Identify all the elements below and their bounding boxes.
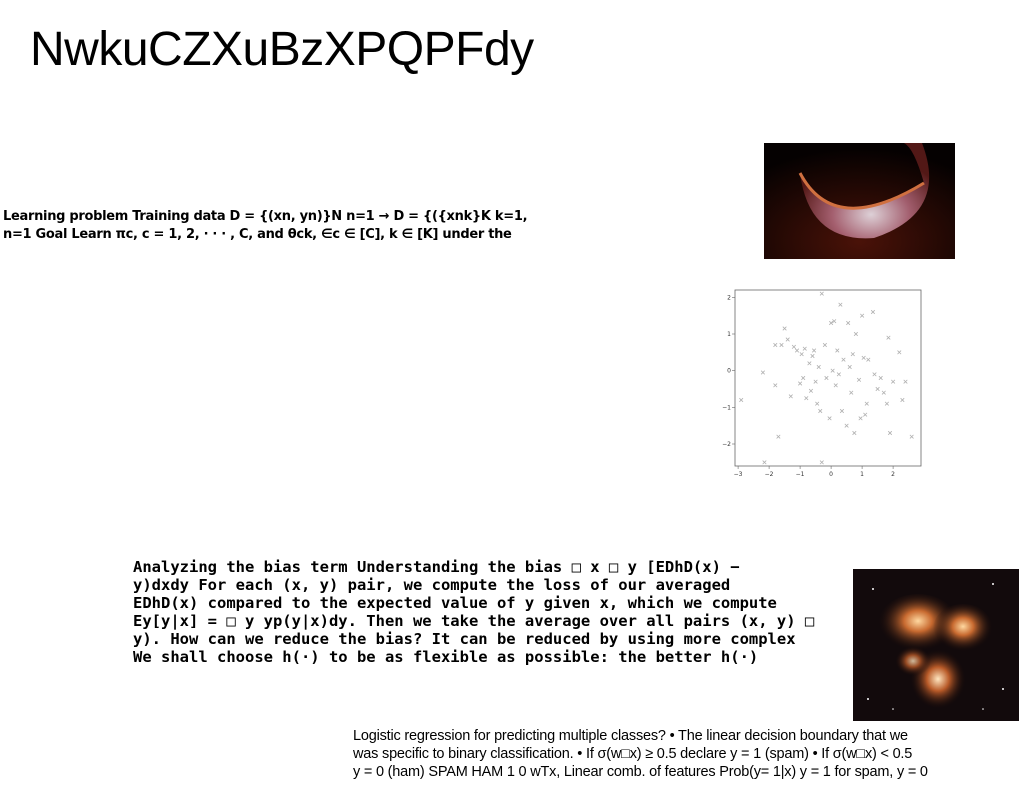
y-tick-label: 1 xyxy=(727,331,731,338)
scatter-point xyxy=(808,388,814,393)
scatter-point xyxy=(762,460,767,465)
scatter-point xyxy=(773,342,778,348)
scatter-point xyxy=(847,364,852,370)
scatter-point xyxy=(844,423,849,428)
text-line: We shall choose h(·) to be as flexible a… xyxy=(133,648,759,666)
x-tick-label: 0 xyxy=(829,471,833,478)
scatter-point xyxy=(856,377,862,382)
scatter-point xyxy=(861,355,866,360)
scatter-point xyxy=(779,342,784,348)
text-line: Learning problem Training data D = {(xn,… xyxy=(3,209,528,224)
text-line: EDhD(x) compared to the expected value o… xyxy=(133,594,777,612)
scatter-point xyxy=(891,379,896,384)
y-tick-label: 0 xyxy=(727,368,731,375)
scatter-chart: −3 −2 −1 0 1 2 2 1 0 −1 −2 xyxy=(722,289,922,478)
text-line: n=1 Goal Learn πc, c = 1, 2, · · · , C, … xyxy=(3,227,512,242)
x-tick-label: −2 xyxy=(765,471,774,478)
scatter-point xyxy=(807,361,812,366)
text-line: y). How can we reduce the bias? It can b… xyxy=(133,630,796,648)
text-line: y = 0 (ham) SPAM HAM 1 0 wTx, Linear com… xyxy=(353,764,928,780)
scatter-point xyxy=(832,319,837,324)
y-tick-label: −1 xyxy=(722,404,731,411)
scatter-point xyxy=(804,396,809,401)
scatter-point xyxy=(819,291,824,296)
text-line: Ey[y|x] = □ y yp(y|x)dy. Then we take th… xyxy=(133,612,815,630)
scatter-point xyxy=(802,346,807,351)
scatter-point xyxy=(818,408,823,414)
planet-photo xyxy=(764,143,955,259)
scatter-point xyxy=(838,302,843,307)
plot-frame xyxy=(734,289,922,467)
scatter-point xyxy=(863,412,868,417)
scatter-point xyxy=(900,397,905,403)
scatter-point xyxy=(782,326,787,331)
scatter-point xyxy=(801,375,806,381)
scatter-point xyxy=(813,379,818,384)
scatter-point xyxy=(815,401,820,406)
nebula-photo xyxy=(853,569,1019,721)
scatter-point xyxy=(773,383,778,388)
scatter-point xyxy=(909,434,914,439)
scatter-point xyxy=(827,416,832,421)
scatter-point xyxy=(852,430,857,436)
scatter-axes: −3 −2 −1 0 1 2 2 1 0 −1 −2 xyxy=(722,289,922,478)
scatter-point xyxy=(810,353,815,359)
y-tick-label: 2 xyxy=(727,294,731,301)
scatter-point xyxy=(858,416,863,421)
x-tick-label: 2 xyxy=(891,471,895,478)
scatter-point xyxy=(887,430,893,436)
text-line: Analyzing the bias term Understanding th… xyxy=(133,558,740,576)
text-line: y)dxdy For each (x, y) pair, we compute … xyxy=(133,576,731,594)
scatter-points xyxy=(739,291,914,465)
scatter-point xyxy=(850,352,855,357)
scatter-point xyxy=(739,397,744,403)
scatter-point xyxy=(864,401,869,406)
scatter-point xyxy=(839,408,845,414)
scatter-point xyxy=(846,320,851,326)
logistic-regression-text: Logistic regression for predicting multi… xyxy=(353,727,1013,781)
scatter-point xyxy=(835,348,840,353)
scatter-point xyxy=(881,390,886,395)
scatter-point xyxy=(884,401,889,406)
scatter-point xyxy=(886,335,891,340)
scatter-point xyxy=(760,370,765,375)
scatter-point xyxy=(816,364,821,370)
scatter-point xyxy=(824,375,829,381)
scatter-point xyxy=(830,368,835,373)
scatter-point xyxy=(829,320,834,326)
scatter-point xyxy=(866,357,871,362)
scatter-point xyxy=(799,352,804,357)
text-line: was specific to binary classification. •… xyxy=(353,746,913,762)
learning-problem-text: Learning problem Training data D = {(xn,… xyxy=(3,208,583,244)
x-tick-label: 1 xyxy=(860,471,864,478)
scatter-point xyxy=(836,372,841,377)
scatter-point xyxy=(872,372,877,377)
scatter-point xyxy=(794,348,800,353)
scatter-point xyxy=(811,348,817,353)
scatter-point xyxy=(785,337,790,342)
x-tick-label: −3 xyxy=(734,471,743,478)
scatter-point xyxy=(798,381,803,386)
y-tick-label: −2 xyxy=(722,441,731,448)
x-tick-label: −1 xyxy=(796,471,805,478)
scatter-point xyxy=(849,390,854,395)
scatter-point xyxy=(870,309,876,315)
scatter-point xyxy=(875,386,880,392)
scatter-point xyxy=(819,460,824,465)
scatter-point xyxy=(860,313,865,318)
scatter-point xyxy=(878,375,883,381)
scatter-point xyxy=(788,394,793,399)
scatter-point xyxy=(841,357,846,362)
text-line: Logistic regression for predicting multi… xyxy=(353,728,908,744)
scatter-point xyxy=(833,383,838,388)
scatter-point xyxy=(776,434,781,439)
scatter-point xyxy=(897,350,902,355)
scatter-point xyxy=(853,331,858,337)
scatter-point xyxy=(822,342,827,348)
bias-analysis-text: Analyzing the bias term Understanding th… xyxy=(133,558,815,666)
scatter-point xyxy=(791,344,796,349)
scatter-point xyxy=(903,379,908,384)
slide-title: NwkuCZXuBzXPQPFdy xyxy=(30,23,534,76)
